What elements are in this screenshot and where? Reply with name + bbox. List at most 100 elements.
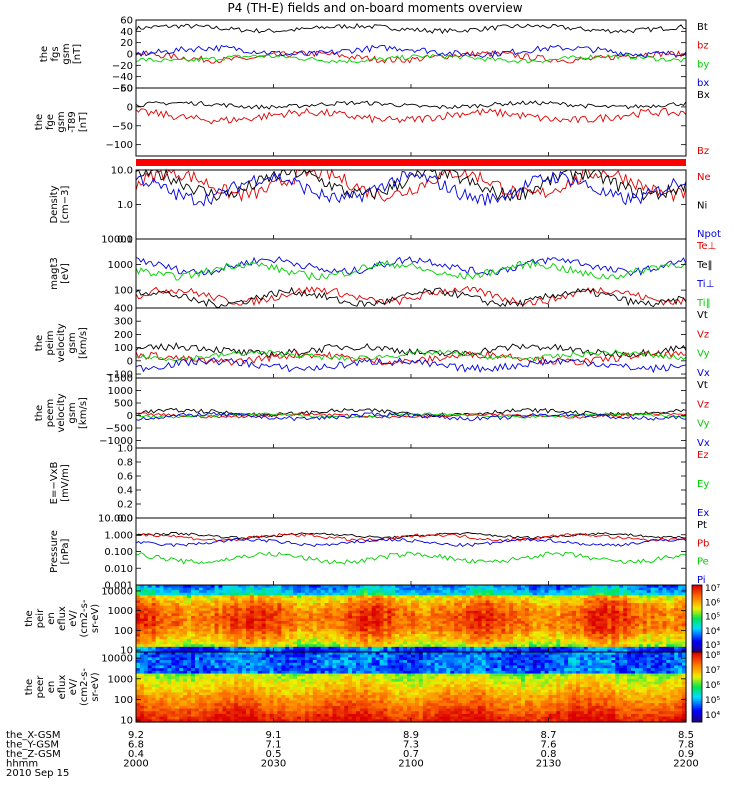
yticks-peir: 10000 1000 100 10: [101, 586, 686, 657]
legend-label: Vx: [697, 438, 710, 449]
legend-label: by: [697, 59, 709, 70]
ylabel-line: the: [24, 679, 35, 695]
ylabel-line: [eV]: [60, 263, 71, 284]
ytick-label: −20: [112, 61, 133, 72]
series-peim-3: [135, 357, 687, 374]
ytick-label: 10.0: [111, 166, 133, 177]
ytick-label: −60: [112, 84, 133, 95]
frame-temp: [135, 238, 687, 309]
ylabel-line: sr-eV): [90, 672, 101, 701]
yticks-temp: 10000 1000 100: [101, 235, 686, 297]
frame-density: [135, 169, 687, 240]
ytick-label: 1000: [108, 606, 133, 617]
ylabel-line: [nT]: [78, 112, 89, 132]
frame-peim: [135, 307, 687, 379]
colorbar-label: 10⁷: [705, 666, 720, 676]
ytick-label: 0.100: [104, 547, 133, 558]
ytick-label: 100: [114, 626, 133, 637]
frame-pressure: [135, 517, 687, 586]
xaxis-value: 9.1: [266, 730, 282, 741]
series-pressure-2: [135, 551, 687, 565]
ylabel-line: [km/s]: [78, 327, 89, 359]
ytick-label: −100: [106, 140, 133, 151]
legend-label: Vt: [697, 380, 708, 391]
ylabel-peer: the peer en eflux eV/(cm2-s-sr-eV): [24, 668, 101, 706]
ytick-label: 60: [120, 16, 133, 27]
series-fgs-2: [135, 53, 687, 64]
ytick-label: 0.1: [117, 235, 133, 246]
series-temp-3: [135, 259, 687, 281]
legend-label: Npot: [697, 229, 721, 240]
yticks-peer: 10000 1000 100 10: [101, 654, 686, 727]
xaxis-value: 7.8: [678, 740, 694, 751]
panel-peir: 10⁷ 10⁶ 10⁵ 10⁴ 10³ 10000 1000 100 10 the peir en ef…: [24, 584, 720, 657]
plot-title: P4 (TH-E) fields and on-board moments ov…: [227, 1, 523, 15]
series-peim-1: [135, 349, 687, 367]
ytick-label: 20: [120, 38, 133, 49]
yticks-efield: 1.0 0.8 0.6 0.4 0.2 0.0: [117, 444, 686, 525]
ytick-label: 40: [120, 27, 133, 38]
ylabel-peem: the peem velocity gsm [km/s]: [34, 393, 89, 432]
ylabel-density: Density [cm−3]: [49, 185, 71, 223]
panel-peim: Vt Vz Vy Vx 400 300 200 100 0 −100 the peim velocity…: [34, 304, 710, 381]
series-fge-0: [135, 100, 687, 110]
series-peim-0: [135, 341, 687, 359]
yticks-peim: 400 300 200 100 0 −100: [106, 304, 686, 381]
ytick-label: 400: [114, 304, 133, 315]
legend-fge: Bx Bz: [697, 90, 710, 157]
series-temp-0: [135, 285, 687, 307]
ytick-label: 1000: [108, 386, 133, 397]
ylabel-line: eflux: [57, 606, 68, 631]
ylabel-peir: the peir en eflux eV/(cm2-s-sr-eV): [24, 599, 101, 637]
legend-label: Vt: [697, 310, 708, 321]
ytick-label: 1000: [108, 260, 133, 271]
xaxis-value: 2100: [398, 759, 423, 770]
xaxis-value: 2200: [673, 759, 698, 770]
legend-temp: Te⊥ Te‖ Ti⊥ Ti‖: [696, 241, 716, 309]
legend-label: Te⊥: [696, 241, 716, 252]
colorbar-label: 10⁶: [705, 681, 720, 691]
xaxis-row-label: the_X-GSM: [6, 730, 60, 741]
ytick-label: −100: [106, 370, 133, 381]
ylabel-fgs: the fgs gsm [nT]: [39, 43, 83, 64]
ylabel-pressure: Pressure [nPa]: [49, 530, 71, 573]
colorbar-label: 10⁴: [705, 711, 720, 721]
legend-label: Vx: [697, 368, 710, 379]
xaxis-row-label: the_Y-GSM: [6, 740, 59, 751]
legend-label: Vz: [697, 329, 709, 340]
xaxis-value: 7.6: [541, 740, 557, 751]
series-peim-2: [135, 349, 687, 362]
ylabel-line: Pressure: [49, 530, 60, 573]
panel-fge: Bx Bz 50 0 −50 −100 the fge gsm -T89 [nT]: [34, 84, 710, 158]
ytick-label: −40: [112, 72, 133, 83]
colorbar-label: 10³: [705, 641, 720, 651]
ytick-label: 200: [114, 330, 133, 341]
ytick-label: 100: [114, 695, 133, 706]
colorbar-label: 10⁴: [705, 627, 720, 637]
legend-label: Pt: [697, 520, 707, 531]
ylabel-efield: E=−VxB [mV/m]: [49, 462, 71, 505]
ytick-label: −500: [106, 424, 133, 435]
ylabel-line: the: [39, 46, 50, 62]
frame-fgs: [135, 19, 687, 89]
ylabel-line: eV/: [68, 610, 79, 627]
xaxis-row-label: hhmm: [6, 759, 38, 770]
ytick-label: 100: [114, 286, 133, 297]
ylabel-line: [mV/m]: [60, 464, 71, 502]
series-fgs-0: [135, 22, 687, 35]
ylabel-line: en: [46, 612, 57, 625]
legend-label: Ex: [697, 508, 709, 519]
ylabel-line: peem: [45, 399, 56, 427]
ytick-label: 1500: [108, 374, 133, 385]
ytick-label: −50: [112, 121, 133, 132]
date-label: 2010 Sep 15: [6, 768, 69, 779]
series-fgs-3: [135, 44, 687, 58]
series-fge-1: [135, 107, 687, 125]
legend-label: Bt: [697, 22, 708, 33]
xaxis-value: 0.4: [128, 749, 144, 760]
state-bar: [136, 159, 686, 166]
